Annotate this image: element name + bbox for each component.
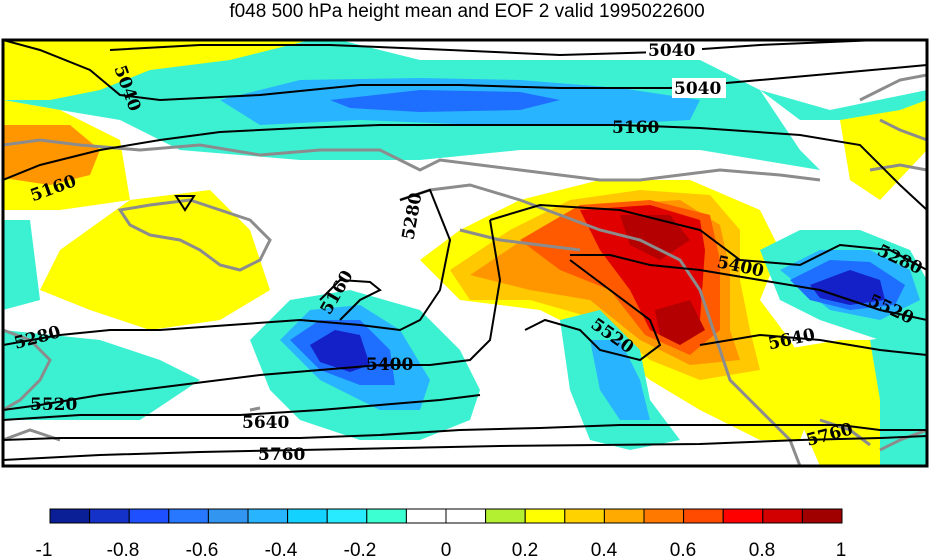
colorbar [49, 508, 843, 524]
colorbar-tick-0.2: 0.2 [512, 540, 538, 558]
colorbar-swatch [445, 508, 487, 524]
height-contours [3, 40, 927, 461]
colorbar-swatch [564, 508, 605, 524]
colorbar-tick-0: 0 [441, 540, 452, 558]
map-frame [1, 38, 929, 468]
coastlines [3, 73, 927, 466]
colorbar-swatch [524, 508, 566, 524]
colorbar-tick-0.4: 0.4 [591, 540, 618, 558]
colorbar-tick-neg0.8: -0.8 [107, 540, 140, 558]
colorbar-tick-neg0.4: -0.4 [265, 540, 298, 558]
colorbar-swatch [207, 508, 249, 524]
colorbar-swatch [89, 508, 130, 524]
colorbar-swatch [722, 508, 764, 524]
colorbar-swatch [603, 508, 645, 524]
colorbar-tick-0.6: 0.6 [670, 540, 696, 558]
colorbar-swatch [643, 508, 685, 524]
colorbar-tick-neg0.2: -0.2 [344, 540, 377, 558]
contour-label-5040-mid: 5040 [674, 79, 721, 99]
colorbar-swatch [366, 508, 407, 524]
contour-label-5400-left: 5400 [366, 355, 413, 375]
contour-labels: 5040 5040 5040 5160 5160 5160 5280 5280 … [12, 40, 926, 465]
contour-label-5040-top: 5040 [648, 41, 695, 61]
colorbar-swatch [801, 508, 843, 524]
colorbar-tick-labels: -1 -0.8 -0.6 -0.4 -0.2 0 0.2 0.4 0.6 0.8… [36, 540, 847, 558]
colorbar-swatch [247, 508, 289, 524]
colorbar-tick-1: 1 [836, 540, 847, 558]
contour-label-5760-left: 5760 [258, 445, 305, 465]
colorbar-tick-0.8: 0.8 [749, 540, 775, 558]
colorbar-tick-neg0.6: -0.6 [186, 540, 219, 558]
colorbar-swatch [485, 508, 526, 524]
contour-label-5520-left: 5520 [30, 395, 77, 415]
colorbar-swatch [326, 508, 368, 524]
colorbar-swatch [128, 508, 170, 524]
colorbar-tick-neg1: -1 [36, 540, 53, 558]
colorbar-swatch [762, 508, 803, 524]
colorbar-swatch [683, 508, 724, 524]
contour-label-5160-top: 5160 [612, 118, 659, 138]
anomaly-shading [3, 40, 927, 466]
colorbar-swatch [49, 508, 91, 524]
contour-label-5640-left: 5640 [242, 413, 289, 433]
map-title: f048 500 hPa height mean and EOF 2 valid… [229, 1, 705, 22]
colorbar-swatch [405, 508, 447, 524]
colorbar-swatch [287, 508, 328, 524]
colorbar-swatch [168, 508, 209, 524]
